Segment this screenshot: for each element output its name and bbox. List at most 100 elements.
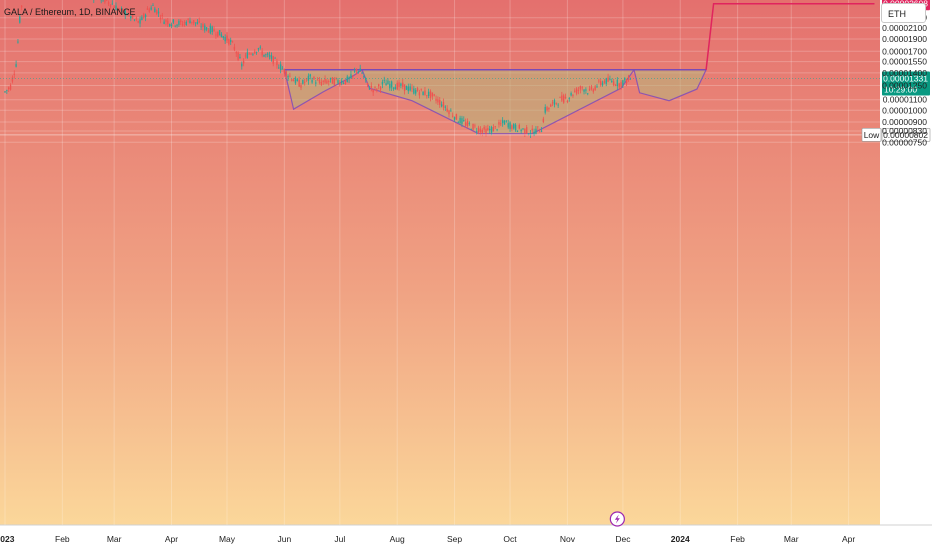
- candle-body: [278, 67, 280, 69]
- candle-body: [579, 86, 582, 90]
- candle-body: [378, 84, 380, 87]
- candle-body: [111, 3, 113, 5]
- candle-body: [533, 131, 535, 136]
- candle-body: [614, 85, 617, 86]
- candle-body: [337, 80, 339, 83]
- candle-body: [624, 77, 626, 81]
- candle-body: [516, 130, 519, 133]
- candle-body: [259, 46, 261, 48]
- candle-body: [344, 80, 347, 84]
- candle-body: [452, 115, 454, 117]
- candle-body: [137, 20, 139, 23]
- candle-body: [446, 108, 448, 112]
- candle-body: [328, 81, 330, 83]
- candle-body: [250, 53, 252, 55]
- candle-body: [557, 104, 559, 106]
- candle-body: [496, 129, 498, 131]
- candle-body: [276, 61, 278, 66]
- candle-body: [104, 0, 106, 3]
- candle-body: [298, 79, 300, 87]
- candle-body: [348, 77, 350, 80]
- candle-body: [130, 15, 132, 19]
- candle-body: [501, 119, 504, 123]
- candle-body: [122, 9, 125, 13]
- x-tick-label: Dec: [615, 534, 631, 544]
- candle-body: [418, 92, 421, 96]
- candle-body: [374, 87, 376, 88]
- candle-body: [222, 36, 224, 38]
- candle-body: [244, 55, 247, 57]
- candle-body: [498, 122, 500, 125]
- candle-body: [383, 79, 385, 81]
- x-tick-label: Sep: [447, 534, 462, 544]
- candle-body: [248, 53, 250, 55]
- x-tick-label: May: [219, 534, 236, 544]
- candle-body: [420, 88, 422, 90]
- candle-body: [468, 123, 471, 125]
- candle-body: [342, 83, 345, 84]
- candle-body: [483, 126, 485, 130]
- candle-body: [403, 84, 406, 91]
- candle-body: [520, 129, 522, 132]
- candle-body: [540, 130, 543, 133]
- candle-body: [339, 82, 341, 85]
- candle-body: [283, 69, 286, 74]
- candle-body: [500, 123, 502, 125]
- candle-body: [296, 79, 298, 82]
- candle-body: [389, 83, 391, 89]
- candle-body: [131, 14, 134, 18]
- candle-body: [587, 93, 589, 95]
- candle-body: [133, 19, 136, 21]
- candle-body: [294, 77, 297, 84]
- candle-body: [263, 54, 265, 57]
- candles: [4, 0, 631, 139]
- candle-body: [361, 72, 363, 74]
- candle-body: [489, 128, 491, 131]
- candle-body: [370, 85, 372, 88]
- candle-body: [167, 20, 169, 25]
- candle-body: [588, 88, 591, 91]
- candle-body: [113, 6, 115, 8]
- candle-body: [183, 21, 186, 24]
- candle-body: [376, 88, 378, 91]
- candle-body: [285, 71, 287, 77]
- candle-body: [459, 117, 461, 124]
- candle-body: [261, 51, 263, 56]
- candle-body: [461, 118, 463, 124]
- candle-body: [400, 83, 402, 86]
- candle-body: [209, 25, 212, 34]
- candle-body: [172, 19, 175, 23]
- candle-body: [612, 81, 615, 86]
- low-label-box: [861, 128, 882, 142]
- candle-body: [368, 88, 371, 90]
- candle-body: [416, 88, 419, 92]
- candle-body: [411, 87, 413, 89]
- candle-body: [287, 75, 289, 78]
- candle-body: [402, 82, 404, 87]
- candle-body: [575, 88, 578, 94]
- candle-body: [476, 130, 478, 132]
- candle-body: [350, 74, 352, 79]
- candle-body: [442, 102, 445, 108]
- candle-body: [429, 91, 432, 98]
- currency-button[interactable]: ETH: [881, 3, 926, 23]
- candle-body: [156, 9, 158, 14]
- candle-body: [426, 95, 428, 97]
- candle-body: [594, 86, 596, 91]
- candle-body: [246, 52, 249, 59]
- candle-body: [254, 51, 256, 54]
- candle-body: [163, 21, 165, 24]
- candle-body: [316, 79, 319, 81]
- candle-body: [231, 41, 234, 43]
- candle-body: [457, 122, 459, 123]
- candle-body: [477, 127, 480, 133]
- candle-body: [366, 82, 369, 85]
- candle-body: [191, 21, 193, 23]
- candle-body: [242, 61, 245, 64]
- countdown-label: 10:29:00: [884, 85, 917, 95]
- candle-body: [211, 26, 213, 32]
- x-tick-label: Mar: [107, 534, 122, 544]
- candle-body: [124, 10, 126, 16]
